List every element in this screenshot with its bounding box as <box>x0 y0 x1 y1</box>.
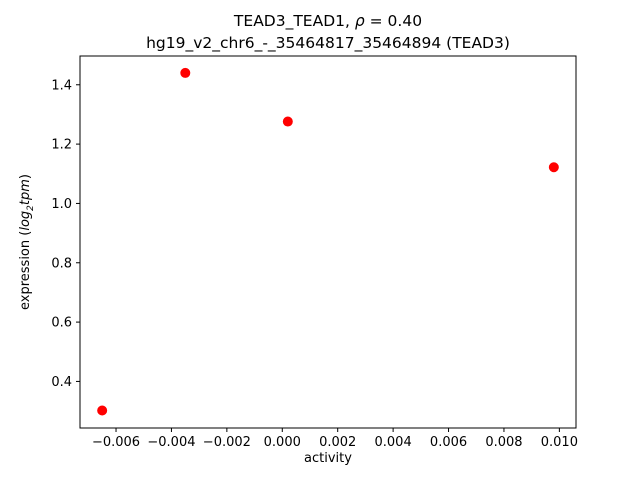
x-tick-label: −0.004 <box>147 435 195 450</box>
ylabel-tpm: tpm <box>18 179 34 206</box>
x-tick-label: 0.008 <box>485 435 522 450</box>
y-tick-label: 1.2 <box>51 138 72 153</box>
x-tick-label: −0.006 <box>92 435 140 450</box>
x-tick-label: 0.002 <box>319 435 356 450</box>
scatter-point <box>97 405 108 416</box>
plot-title-line2: hg19_v2_chr6_-_35464817_35464894 (TEAD3) <box>146 34 510 52</box>
rho-symbol: ρ <box>354 12 365 30</box>
y-tick-label: 0.6 <box>51 316 72 331</box>
y-tick-label: 0.4 <box>51 375 72 390</box>
ylabel-suffix: ) <box>18 174 34 180</box>
ylabel-log-subscript: 2 <box>25 205 36 211</box>
x-tick-label: 0.004 <box>375 435 412 450</box>
x-tick-label: 0.006 <box>430 435 467 450</box>
title-region-id: hg19_v2_chr6_-_35464817_35464894 (TEAD3) <box>146 34 510 52</box>
y-tick-label: 1.0 <box>51 197 72 212</box>
y-tick-label: 0.8 <box>51 256 72 271</box>
plot-title-line1: TEAD3_TEAD1, ρ = 0.40 <box>234 12 422 30</box>
title-rho-value: = 0.40 <box>364 12 423 30</box>
y-tick-label: 1.4 <box>51 78 72 93</box>
ylabel-prefix: expression ( <box>18 230 34 310</box>
y-axis-label: expression (log2tpm) <box>18 174 36 310</box>
x-tick-label: −0.002 <box>203 435 251 450</box>
scatter-point <box>180 67 191 78</box>
ylabel-log: log <box>18 210 34 231</box>
scatter-point <box>548 162 559 173</box>
x-tick-label: 0.000 <box>264 435 301 450</box>
scatter-point <box>282 116 293 127</box>
x-axis-label: activity <box>304 451 352 466</box>
plot-border <box>79 55 577 429</box>
x-tick-label: 0.010 <box>541 435 578 450</box>
title-gene-pair: TEAD3_TEAD1, <box>233 12 355 30</box>
